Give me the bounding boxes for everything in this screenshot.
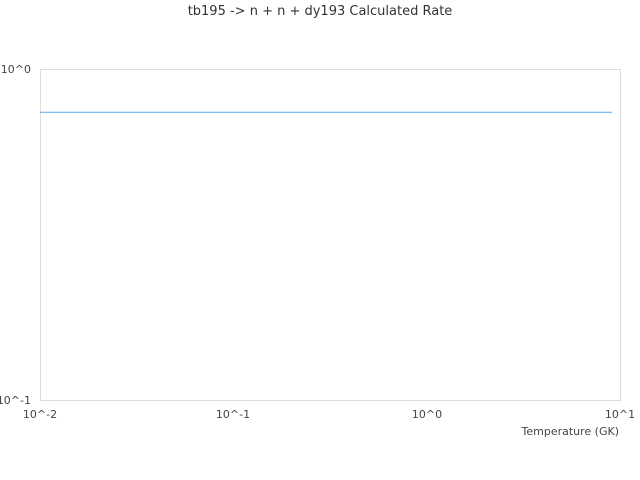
chart-title: tb195 -> n + n + dy193 Calculated Rate [187,4,453,19]
x-tick-label-2: 10^0 [412,408,442,421]
x-tick-label-1: 10^-1 [216,408,250,421]
x-tick-label-0: 10^-2 [23,408,57,421]
x-axis-label: Temperature (GK) [521,425,620,438]
x-tick-label-3: 10^1 [605,408,635,421]
y-tick-label-top: 10^0 [1,63,31,76]
plot-frame [40,69,621,401]
y-tick-label-bottom: 10^-1 [0,394,31,407]
